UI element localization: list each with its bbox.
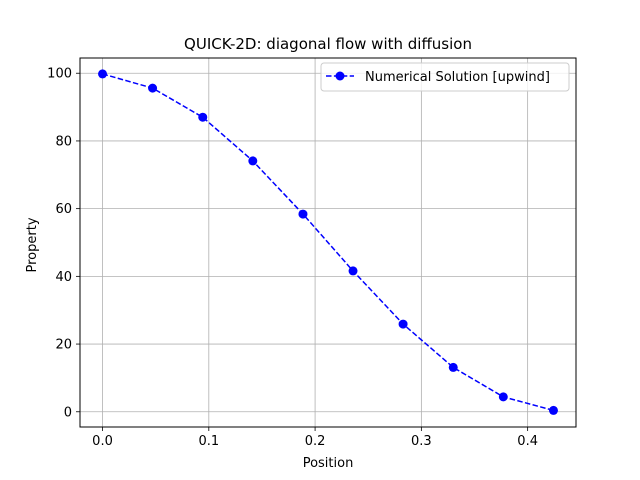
y-tick-label: 80 bbox=[55, 134, 72, 149]
data-point bbox=[248, 156, 258, 166]
y-tick-label: 60 bbox=[55, 202, 72, 217]
x-tick-label: 0.4 bbox=[517, 434, 538, 449]
x-tick-label: 0.0 bbox=[92, 434, 113, 449]
legend: Numerical Solution [upwind] bbox=[320, 62, 570, 92]
x-tick-label: 0.3 bbox=[411, 434, 432, 449]
legend-marker-swatch bbox=[335, 71, 345, 81]
y-axis-label: Property bbox=[25, 217, 40, 272]
plot-frame bbox=[79, 57, 577, 428]
y-tick-label: 20 bbox=[55, 338, 72, 353]
series-layer bbox=[98, 69, 558, 415]
data-point bbox=[198, 112, 208, 122]
y-tick-label: 0 bbox=[64, 405, 72, 420]
x-tick-label: 0.1 bbox=[198, 434, 219, 449]
data-point bbox=[398, 319, 408, 329]
chart-title: QUICK-2D: diagonal flow with diffusion bbox=[184, 35, 472, 53]
axis-ticks: 0.0 0.1 0.2 0.3 0.4 0 20 40 60 80 100 bbox=[47, 67, 538, 449]
x-axis-label: Position bbox=[303, 456, 354, 471]
data-point bbox=[348, 266, 358, 276]
data-point bbox=[498, 392, 508, 402]
y-tick-label: 40 bbox=[55, 270, 72, 285]
data-point bbox=[98, 69, 108, 79]
legend-label: Numerical Solution [upwind] bbox=[365, 70, 550, 85]
legend-box bbox=[320, 62, 570, 92]
series-line bbox=[102, 73, 554, 412]
y-tick-label: 100 bbox=[47, 67, 72, 82]
data-point bbox=[298, 209, 308, 219]
data-point bbox=[148, 83, 158, 93]
data-point bbox=[548, 405, 558, 415]
x-tick-label: 0.2 bbox=[305, 434, 326, 449]
data-point bbox=[448, 362, 458, 372]
